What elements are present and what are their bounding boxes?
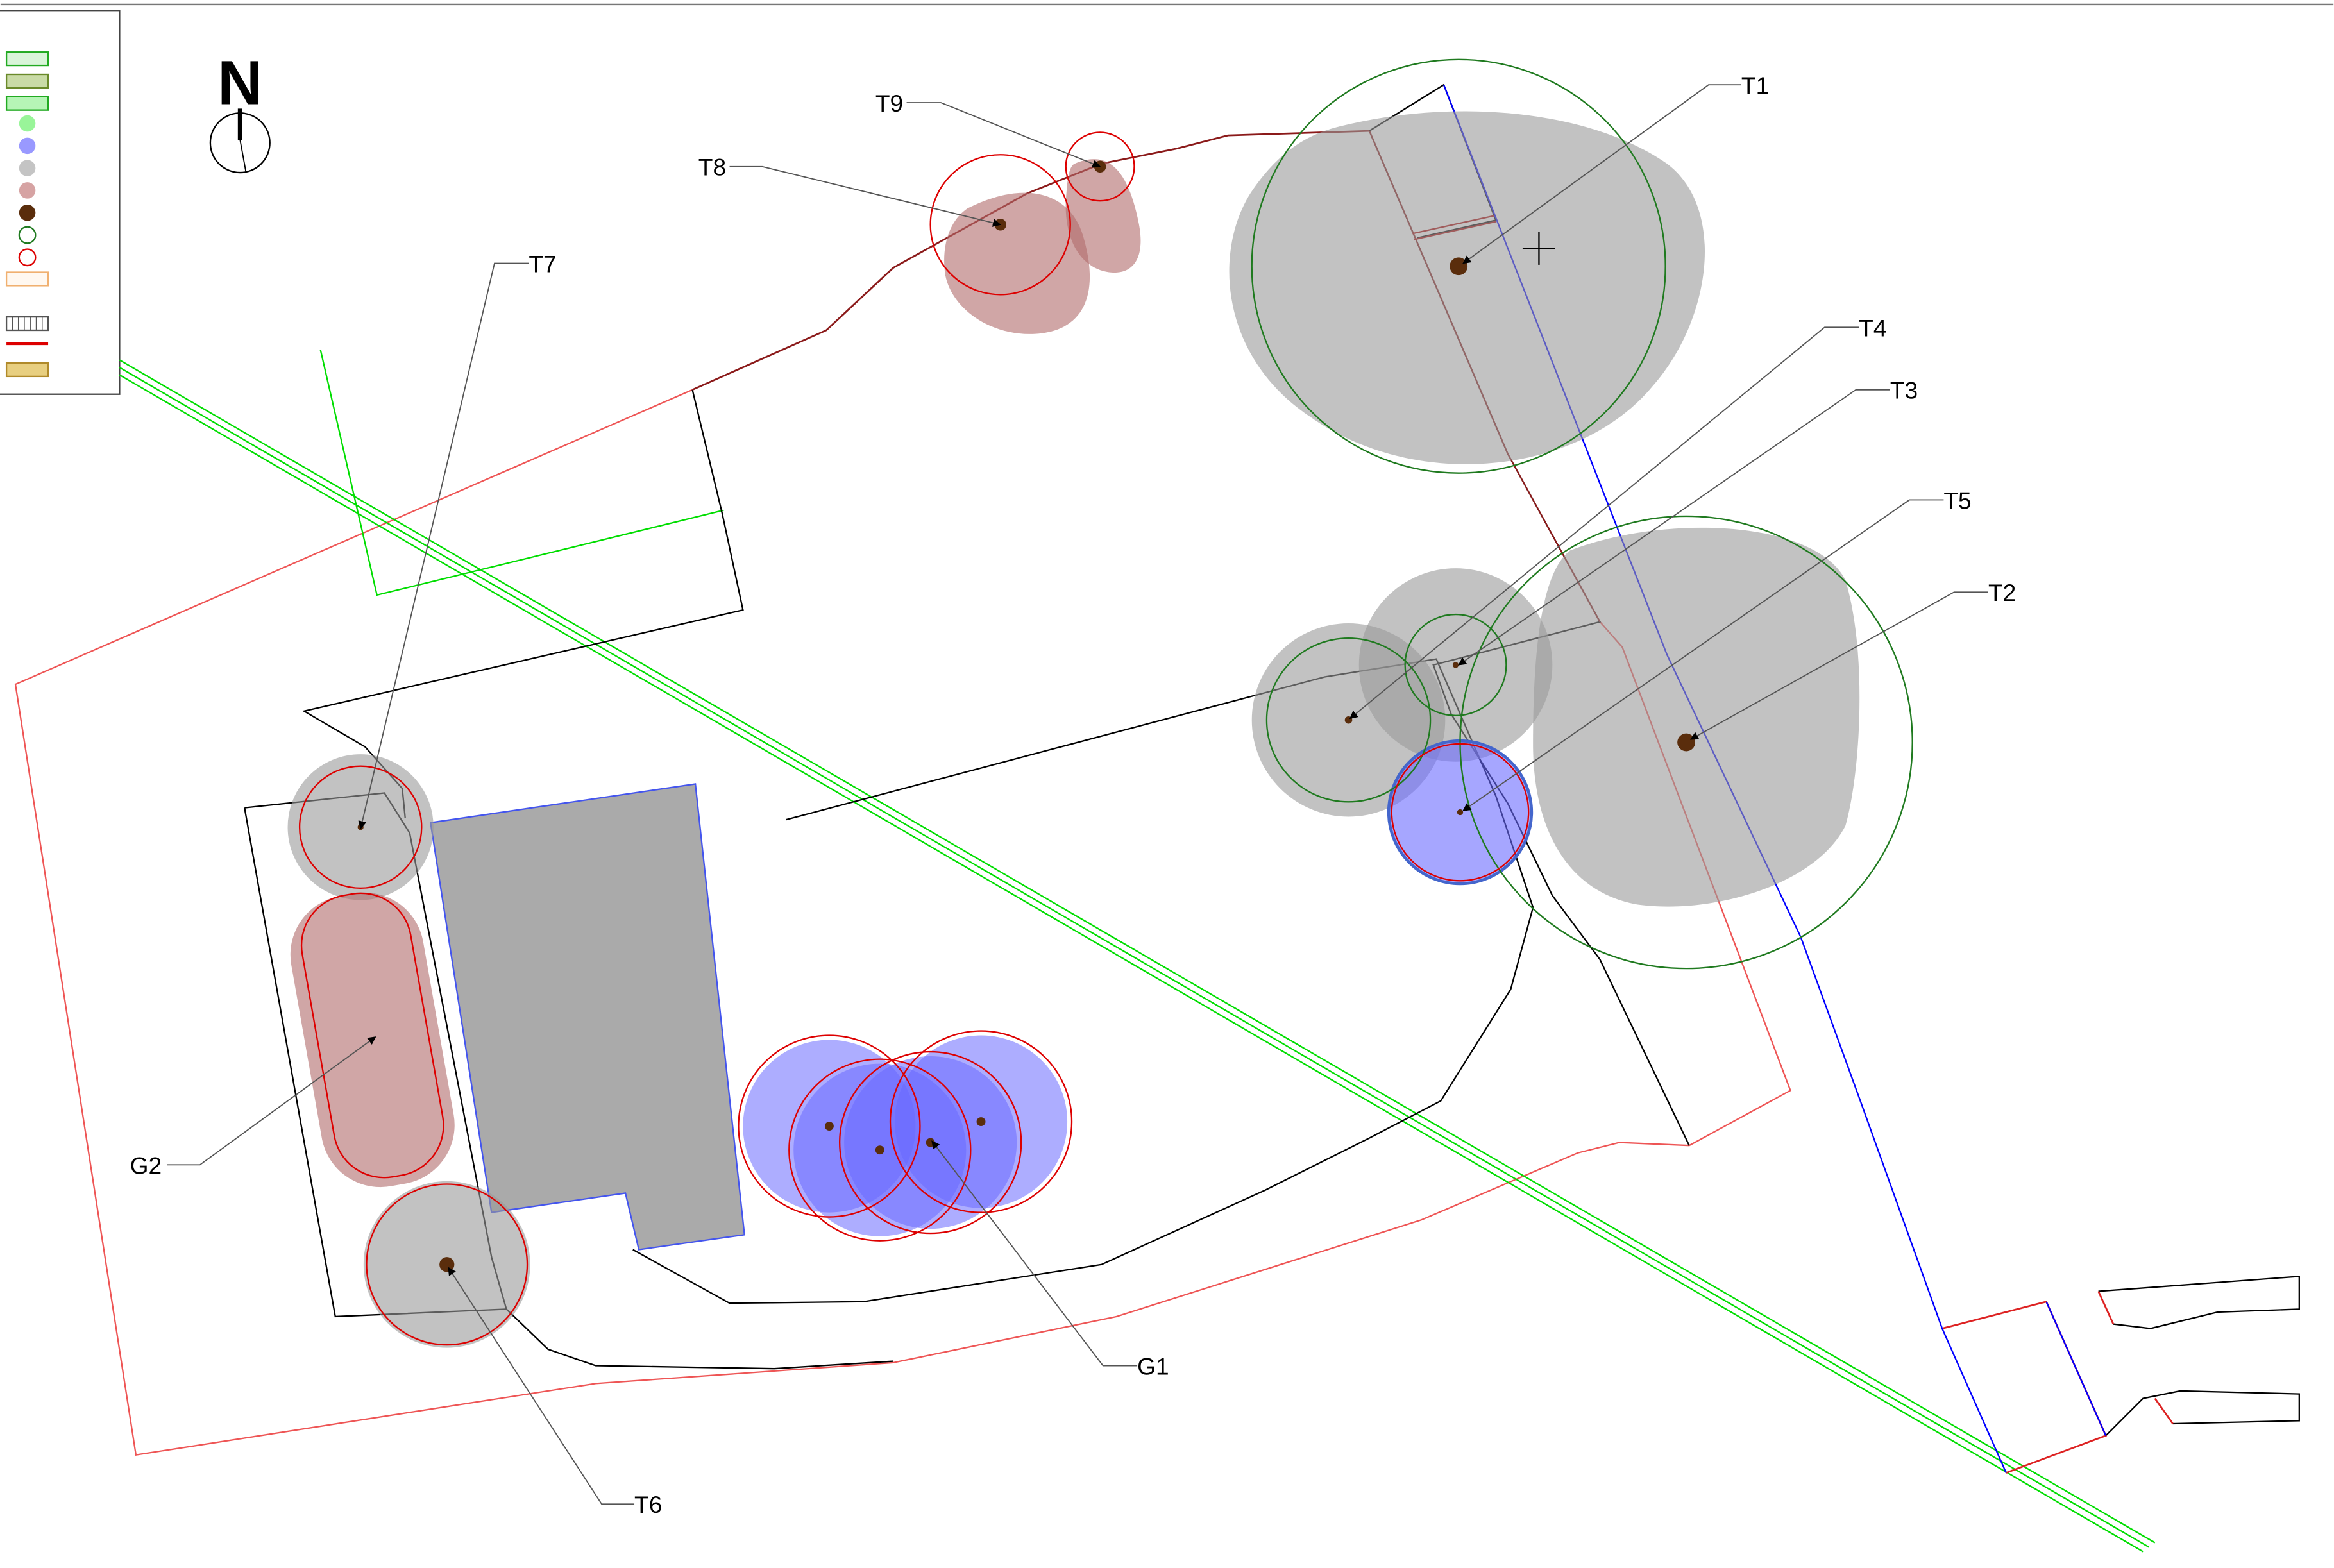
legend-ring-red [18, 248, 37, 267]
canopy-T2 [1533, 527, 1860, 907]
rpa-G2 [300, 892, 444, 1179]
label-T1: T1 [1741, 72, 1769, 99]
legend-swatch-green [5, 96, 49, 111]
rpa-G1-a [738, 1034, 921, 1218]
boundary-red-road-3 [2154, 1397, 2174, 1424]
rpa-red-circles [298, 131, 1530, 1346]
label-G1: G1 [1137, 1353, 1169, 1379]
leader-T4 [1349, 326, 1859, 720]
building-main [429, 783, 745, 1251]
boundary-red-road-2 [2097, 1290, 2115, 1325]
rpa-T2 [1459, 515, 1913, 970]
leader-T6 [448, 1267, 635, 1505]
label-T7: T7 [529, 251, 556, 278]
outline-road-upper [2098, 1276, 2300, 1329]
stem-G1-a [824, 1122, 834, 1131]
leader-T3 [1458, 389, 1890, 666]
legend-swatch-olive [5, 73, 49, 89]
legend-swatch-orange-outline [5, 271, 49, 287]
rpa-G1-c [838, 1050, 1022, 1235]
north-arrow-tail [239, 139, 247, 173]
stem-T1 [1450, 257, 1468, 276]
rpa-T1 [1251, 58, 1666, 474]
leader-T2 [1689, 591, 1988, 740]
leader-lines [167, 84, 1988, 1505]
label-T6: T6 [634, 1491, 662, 1518]
stem-T3 [1452, 662, 1459, 668]
legend-dot-blue [19, 137, 36, 155]
leader-G2 [167, 1036, 376, 1166]
green-service-line [119, 359, 2156, 1553]
leader-G1 [931, 1140, 1138, 1367]
label-T4: T4 [1859, 314, 1886, 341]
blue-service-line-2 [2045, 1301, 2107, 1437]
outline-south-curve [505, 1308, 893, 1370]
label-T8: T8 [698, 154, 726, 181]
legend-hatch-lines [12, 317, 43, 330]
rpa-T3 [1404, 613, 1507, 716]
legend-dot-grey [19, 160, 36, 176]
legend-swatch-tan [5, 362, 49, 378]
stem-G1-d [976, 1117, 986, 1127]
canopy-T8 [944, 192, 1090, 334]
rpa-green-circles [1251, 58, 1913, 970]
green-boundary-line [319, 349, 724, 596]
label-T5: T5 [1943, 487, 1971, 514]
legend-dot-pink [19, 182, 36, 199]
legend-dot-brown [19, 204, 36, 221]
stem-G1-b [875, 1145, 884, 1155]
leader-T5 [1462, 499, 1944, 812]
leader-T8 [729, 165, 1001, 227]
legend-swatch-hatched [5, 316, 49, 332]
label-G2: G2 [130, 1152, 162, 1179]
rpa-T4 [1265, 637, 1432, 803]
label-T2: T2 [1988, 579, 2016, 606]
stem-T5 [1457, 809, 1464, 816]
legend-panel [0, 10, 121, 395]
label-T3: T3 [1890, 377, 1918, 404]
rpa-G1-d [889, 1030, 1073, 1213]
outline-road-lower [2105, 1390, 2300, 1437]
leader-T7 [358, 262, 529, 830]
canopy-G2 [290, 892, 455, 1188]
rpa-T7 [298, 765, 423, 889]
label-T9: T9 [875, 90, 903, 117]
rpa-T6 [366, 1183, 529, 1346]
canopy-T9 [1065, 159, 1141, 273]
stem-T2 [1677, 733, 1696, 752]
boundary-red-road [1941, 1301, 2108, 1474]
tree-labels: T1 T2 T3 T4 T5 T6 T7 T8 T9 G1 G2 [130, 72, 2017, 1518]
legend-ring-green [18, 226, 37, 244]
site-boundary [14, 389, 1791, 1456]
legend-swatch-light-green [5, 51, 49, 67]
stem-T6 [439, 1257, 455, 1272]
rpa-T8 [929, 154, 1071, 296]
rpa-T9 [1065, 131, 1135, 202]
north-arrow: N [209, 47, 271, 174]
stem-T8 [994, 219, 1006, 231]
leader-T9 [906, 102, 1101, 168]
north-label: N [217, 47, 262, 117]
survey-crosshair [1522, 232, 1555, 265]
legend-frame [0, 10, 121, 395]
boundary-darkred-north [691, 130, 1370, 391]
rpa-G1-b [788, 1058, 972, 1242]
leader-T1 [1462, 84, 1741, 264]
canopy-G1 [743, 1035, 1068, 1236]
legend-dot-green [19, 115, 36, 132]
rpa-T5 [1391, 743, 1530, 882]
canopy-T1 [1229, 111, 1705, 464]
outline-north-wing [301, 389, 744, 818]
